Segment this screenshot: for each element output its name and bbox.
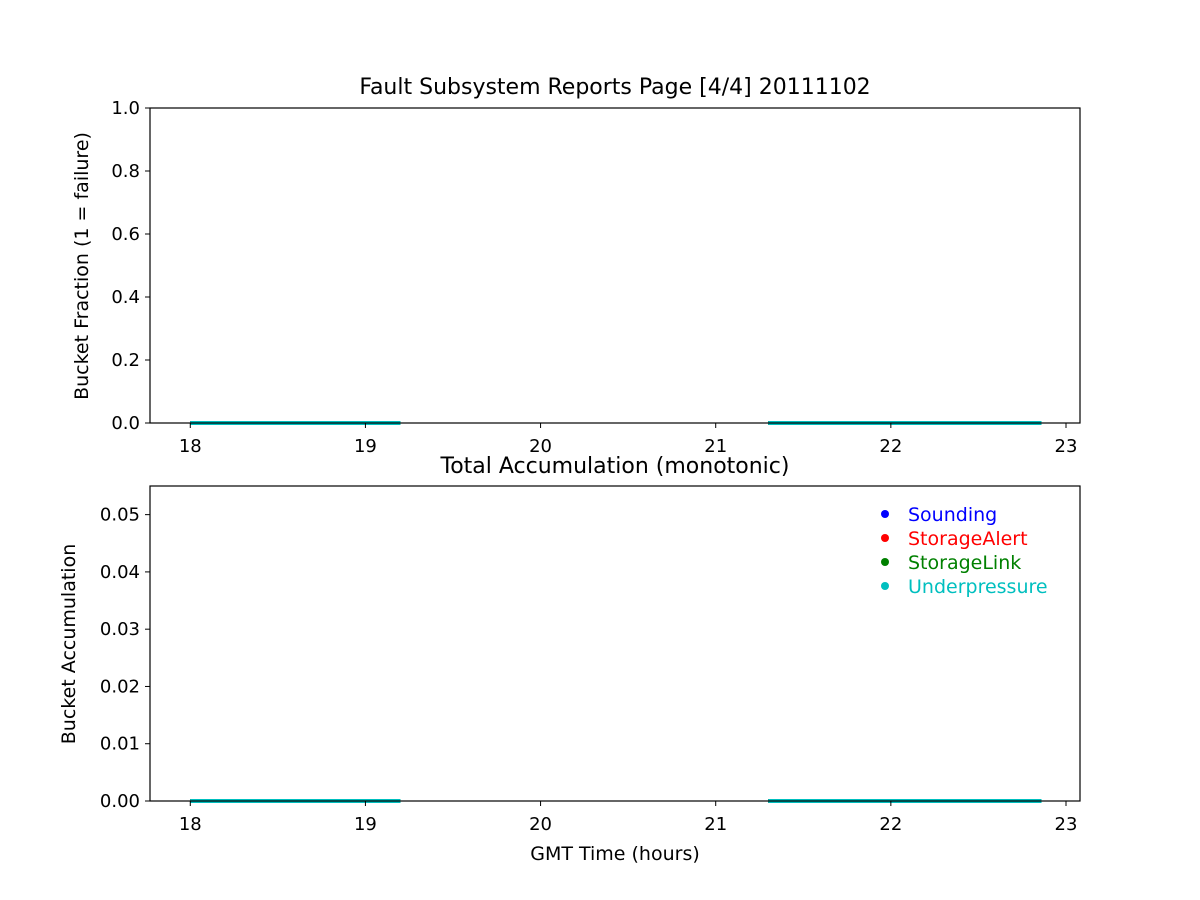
fraction-y-tick-label-0.2: 0.2 [111, 350, 140, 371]
legend-label-storagelink: StorageLink [908, 552, 1021, 574]
accumulation-chart-title: Total Accumulation (monotonic) [440, 454, 790, 479]
fraction-x-tick-label-18: 18 [179, 436, 202, 457]
fraction-chart-ticks: 18 19 20 21 22 23 0.0 0.2 0.4 0.6 0.8 1.0 [111, 98, 1077, 457]
accumulation-chart-x-axis-label: GMT Time (hours) [530, 843, 700, 865]
fraction-x-tick-label-22: 22 [879, 436, 902, 457]
accumulation-chart: Total Accumulation (monotonic) Bucket Ac… [58, 454, 1081, 865]
accumulation-x-tick-label-19: 19 [354, 814, 377, 835]
fraction-chart: Fault Subsystem Reports Page [4/4] 20111… [71, 75, 1081, 457]
accumulation-x-tick-label-21: 21 [704, 814, 727, 835]
accumulation-x-tick-label-18: 18 [179, 814, 202, 835]
fraction-chart-frame [149, 107, 1081, 424]
accumulation-x-tick-label-22: 22 [879, 814, 902, 835]
legend-marker-underpressure [881, 582, 889, 590]
fraction-y-tick-label-0.6: 0.6 [111, 224, 140, 245]
accumulation-y-tick-label-0.00: 0.00 [100, 791, 140, 812]
accumulation-y-tick-label-0.03: 0.03 [100, 619, 140, 640]
legend-marker-storagealert [881, 534, 889, 542]
legend-marker-storagelink [881, 558, 889, 566]
accumulation-x-tick-label-23: 23 [1055, 814, 1078, 835]
legend-label-storagealert: StorageAlert [908, 528, 1028, 550]
fraction-y-tick-label-1.0: 1.0 [111, 98, 140, 119]
accumulation-y-tick-label-0.02: 0.02 [100, 676, 140, 697]
fraction-y-tick-label-0.8: 0.8 [111, 161, 140, 182]
fraction-x-tick-label-23: 23 [1055, 436, 1078, 457]
legend-marker-sounding [881, 510, 889, 518]
fraction-x-tick-label-20: 20 [529, 436, 552, 457]
accumulation-y-tick-label-0.04: 0.04 [100, 562, 140, 583]
fraction-chart-y-axis-label: Bucket Fraction (1 = failure) [71, 132, 93, 400]
fraction-y-tick-label-0.0: 0.0 [111, 413, 140, 434]
legend: SoundingStorageAlertStorageLinkUnderpres… [881, 504, 1048, 598]
accumulation-chart-ticks: 18 19 20 21 22 23 0.00 0.01 0.02 0.03 0.04 0.05 [100, 505, 1078, 835]
fraction-x-tick-label-19: 19 [354, 436, 377, 457]
fraction-chart-title: Fault Subsystem Reports Page [4/4] 20111… [359, 75, 870, 100]
fraction-y-tick-label-0.4: 0.4 [111, 287, 140, 308]
accumulation-chart-frame [149, 485, 1081, 802]
accumulation-y-tick-label-0.05: 0.05 [100, 505, 140, 526]
legend-label-underpressure: Underpressure [908, 576, 1048, 598]
legend-label-sounding: Sounding [908, 504, 997, 526]
fraction-x-tick-label-21: 21 [704, 436, 727, 457]
accumulation-y-tick-label-0.01: 0.01 [100, 734, 140, 755]
accumulation-x-tick-label-20: 20 [529, 814, 552, 835]
accumulation-chart-y-axis-label: Bucket Accumulation [58, 544, 80, 745]
